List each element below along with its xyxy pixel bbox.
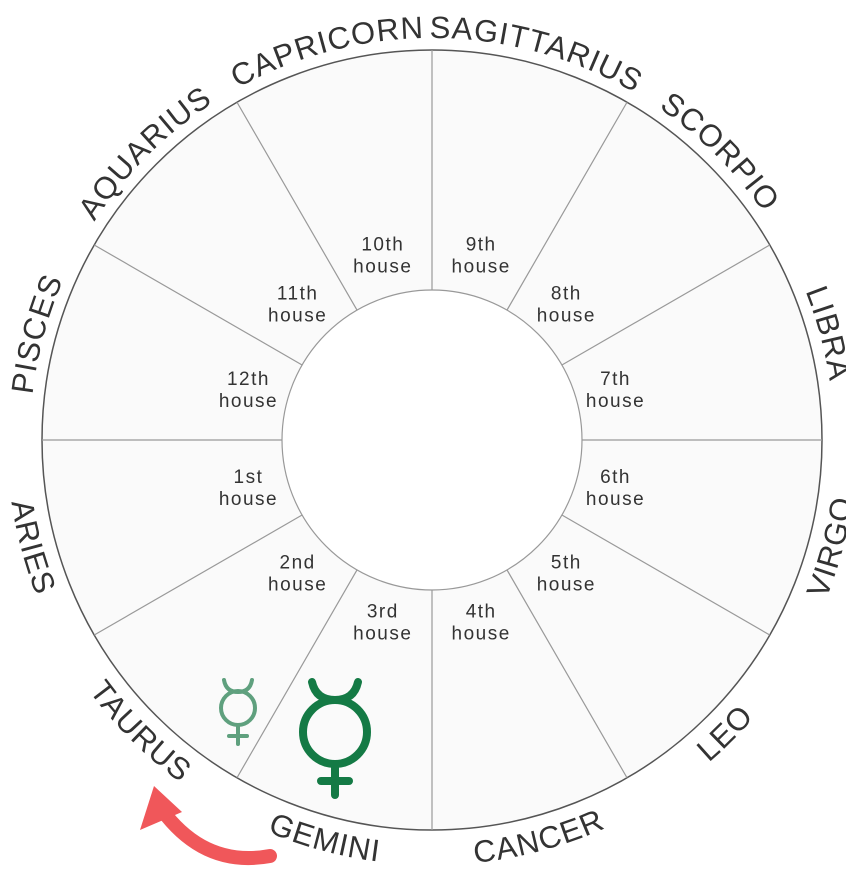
- house-word: house: [586, 489, 645, 510]
- house-word: house: [586, 391, 645, 412]
- arrow: [140, 786, 277, 866]
- divider: [93, 514, 303, 636]
- divider: [506, 569, 628, 779]
- house-word: house: [452, 624, 511, 645]
- house-word: house: [353, 256, 412, 277]
- house-number: 8th: [551, 284, 582, 305]
- house-number: 6th: [600, 467, 631, 488]
- mercury-large: [299, 678, 371, 799]
- house-word: house: [219, 489, 278, 510]
- house-number: 5th: [551, 552, 582, 573]
- house-number: 7th: [600, 369, 631, 390]
- divider: [506, 101, 628, 311]
- house-number: 12th: [227, 369, 270, 390]
- inner-circle: [281, 289, 583, 591]
- divider: [236, 101, 358, 311]
- house-number: 3rd: [367, 602, 399, 623]
- divider: [236, 569, 358, 779]
- house-word: house: [219, 391, 278, 412]
- house-number: 2nd: [280, 552, 316, 573]
- divider: [561, 244, 771, 366]
- house-number: 9th: [466, 234, 497, 255]
- divider: [93, 244, 303, 366]
- mercury-small: [219, 678, 257, 746]
- house-number: 10th: [361, 234, 404, 255]
- divider: [561, 514, 771, 636]
- house-word: house: [537, 306, 596, 327]
- house-number: 11th: [277, 284, 319, 305]
- house-word: house: [268, 574, 327, 595]
- house-number: 4th: [466, 602, 497, 623]
- house-word: house: [452, 256, 511, 277]
- house-word: house: [353, 624, 412, 645]
- house-number: 1st: [234, 467, 264, 488]
- house-word: house: [268, 306, 327, 327]
- house-word: house: [537, 574, 596, 595]
